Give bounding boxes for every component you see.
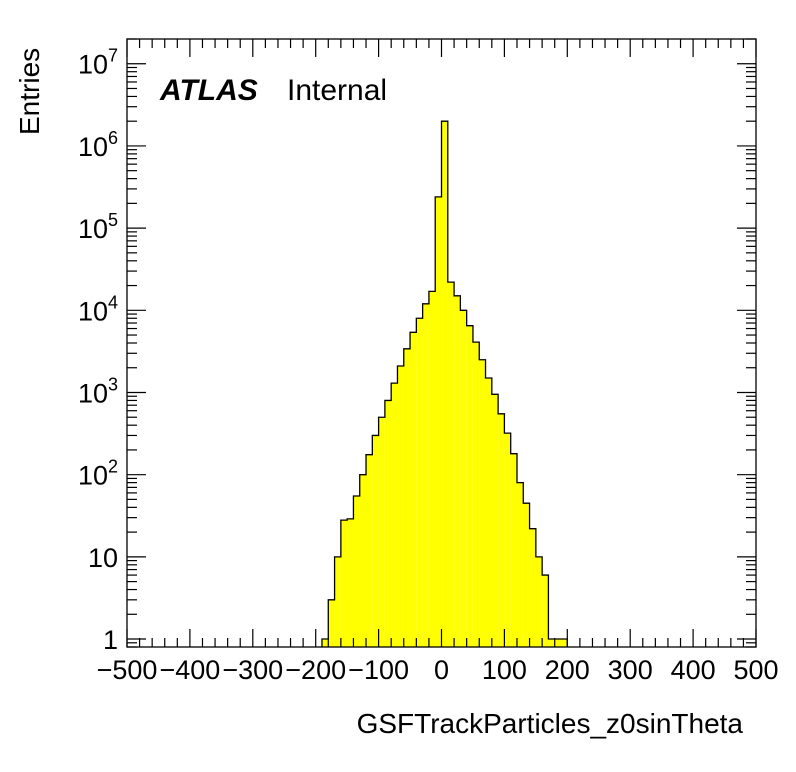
histogram-bar xyxy=(366,454,373,647)
x-tick-label: −300 xyxy=(222,655,283,685)
x-tick-label: 200 xyxy=(545,655,590,685)
histogram-bar xyxy=(529,528,536,647)
x-tick-label: 300 xyxy=(608,655,653,685)
y-tick-label: 106 xyxy=(78,128,118,162)
histogram-bar xyxy=(359,474,367,647)
y-tick-label: 103 xyxy=(78,374,118,408)
histogram-bar xyxy=(498,413,505,647)
histogram-bar xyxy=(466,325,473,647)
internal-label: Internal xyxy=(287,74,387,107)
axis-ticks xyxy=(126,38,757,648)
histogram-bar xyxy=(410,332,417,647)
y-tick-label: 107 xyxy=(78,46,118,80)
x-tick-label: 100 xyxy=(482,655,527,685)
atlas-label: ATLAS xyxy=(159,74,258,107)
histogram-bar xyxy=(372,435,379,647)
y-axis-title: Entries xyxy=(14,48,45,135)
histogram-bar xyxy=(435,196,442,648)
x-tick-label: −500 xyxy=(97,655,158,685)
histogram-bar xyxy=(479,359,486,647)
histogram-bar xyxy=(328,599,335,647)
histogram-bar xyxy=(535,556,543,647)
histogram-bar xyxy=(321,639,329,647)
y-tick-label: 102 xyxy=(78,457,118,491)
histogram-bar xyxy=(441,121,448,647)
histogram-bar xyxy=(523,503,530,647)
x-tick-labels: −500 −400 −300 −200 −100 0 100 200 300 400 500 xyxy=(97,655,779,685)
histogram-bar xyxy=(472,342,480,647)
histogram-bar xyxy=(454,295,461,647)
histogram-bar xyxy=(384,400,392,647)
histogram-bar xyxy=(485,378,492,647)
histogram-bar xyxy=(334,556,341,647)
y-tick-label: 104 xyxy=(78,292,118,326)
y-tick-label: 105 xyxy=(78,210,118,244)
histogram-bar xyxy=(554,639,562,647)
plot-frame xyxy=(126,38,757,648)
x-tick-label: 500 xyxy=(733,655,778,685)
histogram-bar xyxy=(391,383,398,647)
histogram-bar xyxy=(422,303,429,647)
x-tick-label: −100 xyxy=(348,655,409,685)
histogram-bar xyxy=(397,365,404,647)
x-tick-label: 400 xyxy=(671,655,716,685)
y-tick-label: 10 xyxy=(88,543,118,573)
histogram-bar xyxy=(561,639,568,647)
histogram-bar xyxy=(504,433,511,647)
histogram-bar xyxy=(416,318,423,647)
histogram-bar xyxy=(447,282,455,647)
x-tick-label: −200 xyxy=(285,655,346,685)
y-tick-labels: 1 10 102 103 104 105 106 107 xyxy=(78,46,118,655)
histogram-bar xyxy=(347,518,354,647)
histogram-bars xyxy=(321,121,568,648)
histogram-bar xyxy=(460,310,467,647)
histogram-bar xyxy=(516,482,524,647)
histogram-bar xyxy=(428,291,436,647)
histogram-bar xyxy=(403,348,411,647)
histogram-bar xyxy=(491,394,499,647)
x-tick-label: 0 xyxy=(434,655,449,685)
histogram-bar xyxy=(510,453,517,647)
y-tick-label: 1 xyxy=(103,625,118,655)
histogram-bar xyxy=(378,417,385,647)
histogram-bar xyxy=(542,575,549,647)
histogram-bar xyxy=(340,520,348,647)
histogram-outline xyxy=(321,120,568,647)
x-tick-label: −400 xyxy=(159,655,220,685)
histogram-bar xyxy=(548,639,555,647)
histogram-bar xyxy=(353,496,360,647)
x-axis-title: GSFTrackParticles_z0sinTheta xyxy=(357,708,744,739)
